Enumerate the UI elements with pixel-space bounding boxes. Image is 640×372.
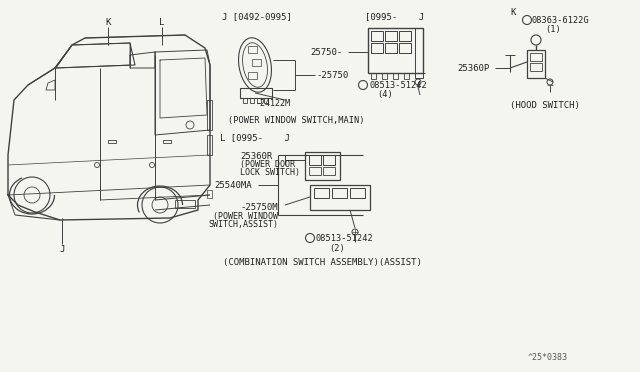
Bar <box>371 31 383 41</box>
Bar <box>399 43 411 53</box>
Bar <box>207 135 212 155</box>
Text: (COMBINATION SWITCH ASSEMBLY)(ASSIST): (COMBINATION SWITCH ASSEMBLY)(ASSIST) <box>223 257 422 266</box>
Text: (HOOD SWITCH): (HOOD SWITCH) <box>510 100 580 109</box>
Bar <box>385 31 397 41</box>
Text: K: K <box>106 17 111 26</box>
Text: 25360P: 25360P <box>458 64 490 73</box>
Text: L [0995-    J: L [0995- J <box>220 134 290 142</box>
Bar <box>527 50 545 78</box>
Bar <box>248 72 257 79</box>
Bar <box>175 200 195 208</box>
Text: (1): (1) <box>545 25 561 33</box>
Text: J [0492-0995]: J [0492-0995] <box>222 13 292 22</box>
Text: -24122M: -24122M <box>256 99 291 108</box>
Text: K: K <box>510 7 515 16</box>
Bar <box>207 190 212 198</box>
Bar <box>248 46 257 53</box>
Bar <box>371 43 383 53</box>
Bar <box>404 73 409 79</box>
Bar <box>332 188 347 198</box>
Text: 08513-51242: 08513-51242 <box>316 234 374 243</box>
Bar <box>305 152 340 180</box>
Bar <box>314 188 329 198</box>
Bar <box>415 28 423 78</box>
Bar <box>399 31 411 41</box>
Bar <box>309 167 321 175</box>
Bar <box>163 140 171 143</box>
Text: 25360R: 25360R <box>240 151 272 160</box>
Text: ^25*0383: ^25*0383 <box>528 353 568 362</box>
Text: [0995-    J: [0995- J <box>365 13 424 22</box>
Text: (2): (2) <box>329 244 345 253</box>
Text: J: J <box>60 246 65 254</box>
Text: (4): (4) <box>377 90 393 99</box>
Text: LOCK SWITCH): LOCK SWITCH) <box>240 167 300 176</box>
Text: (POWER WINDOW SWITCH,MAIN): (POWER WINDOW SWITCH,MAIN) <box>228 115 365 125</box>
Bar <box>250 98 254 103</box>
Bar <box>264 98 268 103</box>
Bar <box>530 53 542 61</box>
Text: L: L <box>159 17 164 26</box>
Bar <box>257 98 261 103</box>
Bar <box>310 185 370 210</box>
Text: (POWER DOOR: (POWER DOOR <box>240 160 295 169</box>
Bar <box>371 73 376 79</box>
Text: 08513-51242: 08513-51242 <box>369 80 427 90</box>
Bar <box>252 59 261 66</box>
Bar <box>393 73 398 79</box>
Text: 25540MA: 25540MA <box>214 180 252 189</box>
Bar <box>323 155 335 165</box>
Bar <box>108 140 116 143</box>
Bar <box>350 188 365 198</box>
Bar <box>368 28 423 73</box>
Text: -25750: -25750 <box>316 71 348 80</box>
Text: -25750M: -25750M <box>241 202 278 212</box>
Bar <box>323 167 335 175</box>
Text: 08363-6122G: 08363-6122G <box>532 16 589 25</box>
Text: SWITCH,ASSIST): SWITCH,ASSIST) <box>208 219 278 228</box>
Bar <box>530 63 542 71</box>
Text: 25750-: 25750- <box>311 48 343 57</box>
Bar <box>309 155 321 165</box>
Bar <box>382 73 387 79</box>
Bar <box>385 43 397 53</box>
Bar <box>243 98 247 103</box>
Text: (POWER WINDOW: (POWER WINDOW <box>213 212 278 221</box>
Bar <box>207 100 212 130</box>
